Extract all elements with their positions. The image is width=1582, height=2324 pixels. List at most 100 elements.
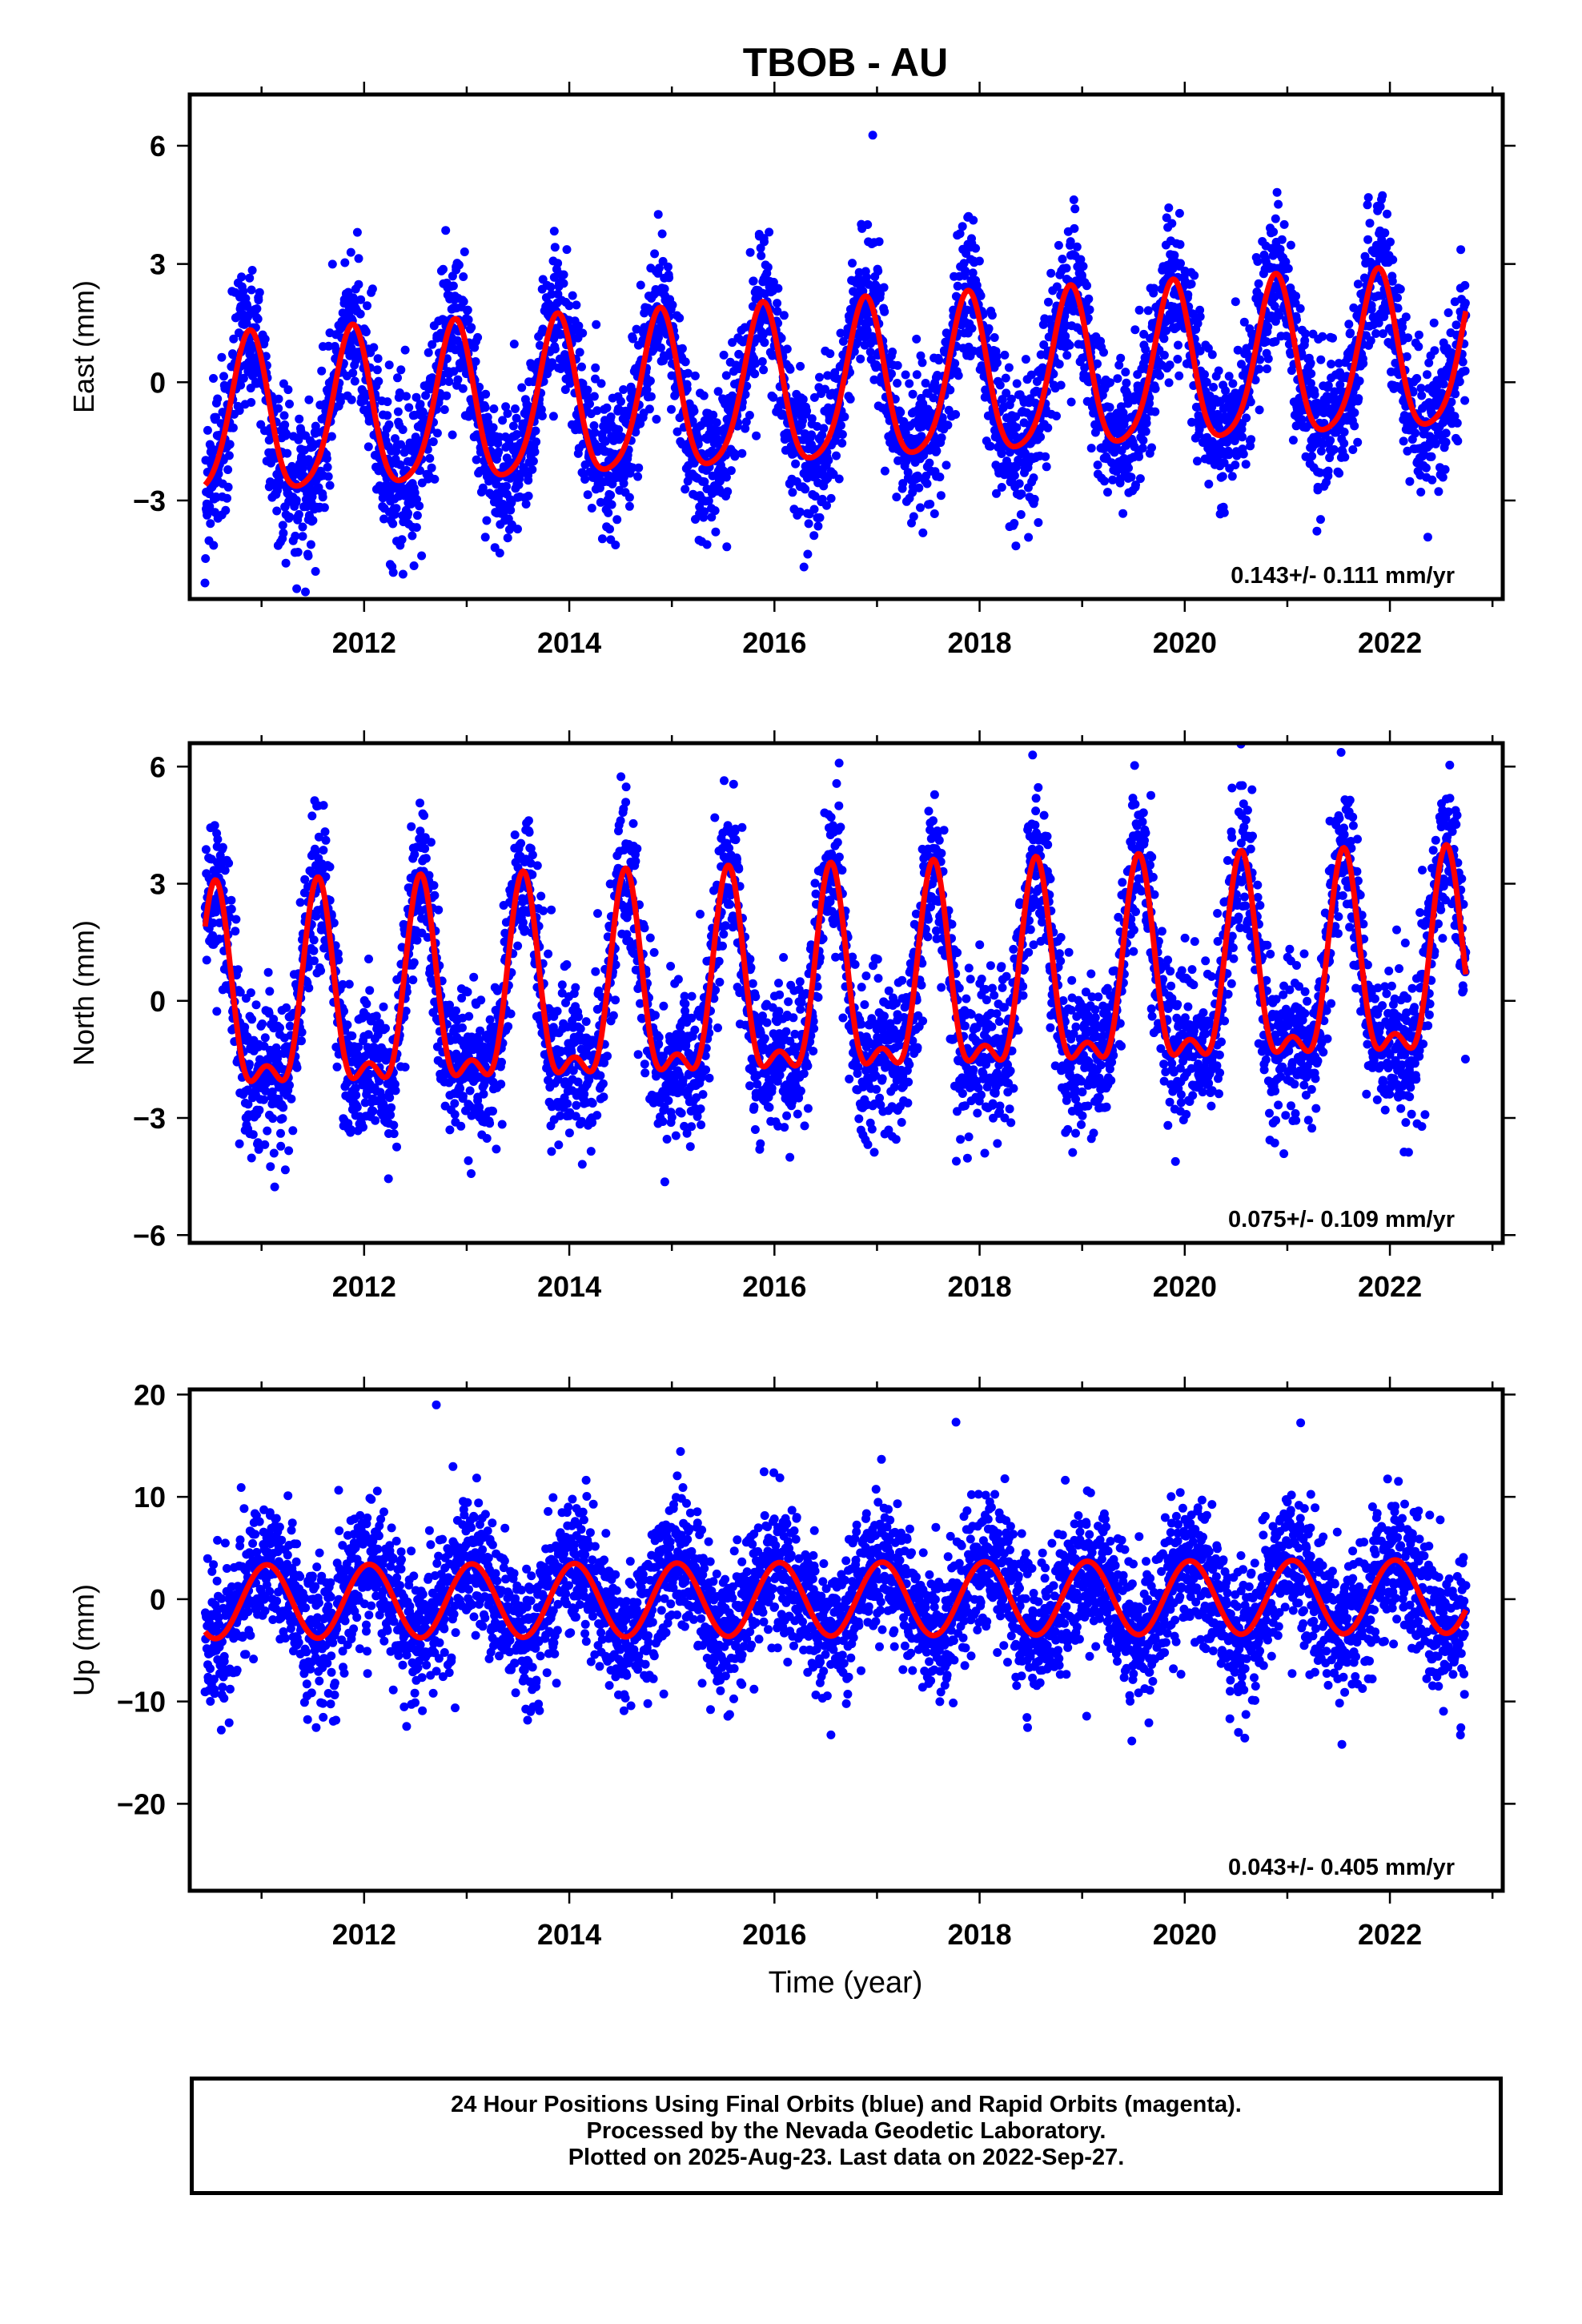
data-point xyxy=(332,1062,342,1072)
data-point xyxy=(323,472,333,481)
data-point xyxy=(350,376,359,386)
data-point xyxy=(263,967,273,977)
data-point xyxy=(788,488,797,497)
data-point xyxy=(398,425,408,434)
data-point xyxy=(968,268,978,278)
data-point xyxy=(1416,488,1426,497)
data-point xyxy=(272,506,282,516)
data-point xyxy=(602,403,612,412)
data-point xyxy=(1228,379,1238,388)
data-point xyxy=(1346,328,1355,338)
data-point xyxy=(1218,472,1227,481)
data-point xyxy=(1155,371,1165,380)
x-tick-label: 2014 xyxy=(537,626,601,659)
data-point xyxy=(749,276,758,286)
data-point xyxy=(1453,436,1463,446)
data-point xyxy=(346,247,355,257)
data-point xyxy=(389,1120,399,1130)
data-point xyxy=(1061,306,1070,316)
data-point xyxy=(224,858,234,868)
data-point xyxy=(503,408,512,418)
data-point xyxy=(1030,494,1039,504)
data-point xyxy=(1441,437,1451,447)
data-point xyxy=(802,406,812,416)
data-point xyxy=(722,542,732,552)
data-point xyxy=(1150,384,1160,393)
data-point xyxy=(1054,360,1064,369)
data-point xyxy=(644,404,654,414)
data-point xyxy=(1458,357,1468,367)
data-point xyxy=(391,504,401,513)
data-point xyxy=(213,834,223,844)
data-point xyxy=(1295,304,1305,313)
data-point xyxy=(560,385,570,394)
data-point xyxy=(990,333,999,342)
data-point xyxy=(1010,519,1019,528)
data-point xyxy=(1238,432,1247,442)
data-point xyxy=(704,497,713,505)
y-tick-label: −3 xyxy=(133,485,166,517)
data-point xyxy=(1405,476,1415,486)
data-point xyxy=(595,483,604,493)
data-point xyxy=(1326,436,1335,445)
data-point xyxy=(383,397,392,407)
data-point xyxy=(288,1126,298,1136)
data-point xyxy=(247,285,256,295)
data-point xyxy=(1440,464,1450,474)
data-point xyxy=(712,418,721,428)
data-point xyxy=(737,448,747,458)
data-point xyxy=(1288,436,1298,445)
data-point xyxy=(1460,299,1470,308)
data-point xyxy=(1231,460,1240,470)
data-point xyxy=(932,446,942,456)
data-point xyxy=(564,301,574,311)
data-point xyxy=(893,379,902,388)
data-point xyxy=(578,328,588,338)
data-point xyxy=(1044,297,1053,307)
data-point xyxy=(323,462,332,472)
data-point xyxy=(287,1094,296,1104)
data-point xyxy=(1159,334,1169,344)
data-point xyxy=(825,349,835,359)
data-point xyxy=(1124,463,1133,472)
data-point xyxy=(528,456,538,466)
data-point xyxy=(873,267,883,275)
data-point xyxy=(255,1105,264,1115)
data-point xyxy=(1283,263,1293,273)
data-point xyxy=(488,423,498,432)
data-point xyxy=(417,551,427,561)
data-point xyxy=(763,263,773,272)
fit-line xyxy=(203,265,1469,489)
data-point xyxy=(224,451,234,460)
data-point xyxy=(1114,360,1124,370)
data-point xyxy=(1386,237,1395,247)
data-point xyxy=(741,417,751,427)
data-point xyxy=(782,344,792,354)
data-point xyxy=(1002,388,1011,398)
data-point xyxy=(813,422,822,431)
observation-points xyxy=(200,131,1471,597)
data-point xyxy=(1438,472,1447,482)
data-point xyxy=(439,264,448,274)
data-point xyxy=(1291,292,1301,301)
data-point xyxy=(495,549,504,558)
data-point xyxy=(421,391,431,400)
data-point xyxy=(858,287,868,296)
data-point xyxy=(1093,359,1102,368)
data-point xyxy=(1142,418,1151,428)
data-point xyxy=(1066,237,1075,247)
data-point xyxy=(235,406,244,416)
data-point xyxy=(1255,355,1265,364)
data-point xyxy=(1460,280,1470,290)
data-point xyxy=(355,309,365,319)
data-point xyxy=(291,496,301,505)
data-point xyxy=(1134,452,1144,461)
data-point xyxy=(1052,412,1061,420)
data-point xyxy=(1263,354,1273,364)
data-point xyxy=(408,531,417,541)
data-point xyxy=(750,369,760,379)
data-point xyxy=(869,375,879,384)
data-point xyxy=(1323,380,1333,390)
data-point xyxy=(912,370,921,380)
data-point xyxy=(856,354,865,364)
